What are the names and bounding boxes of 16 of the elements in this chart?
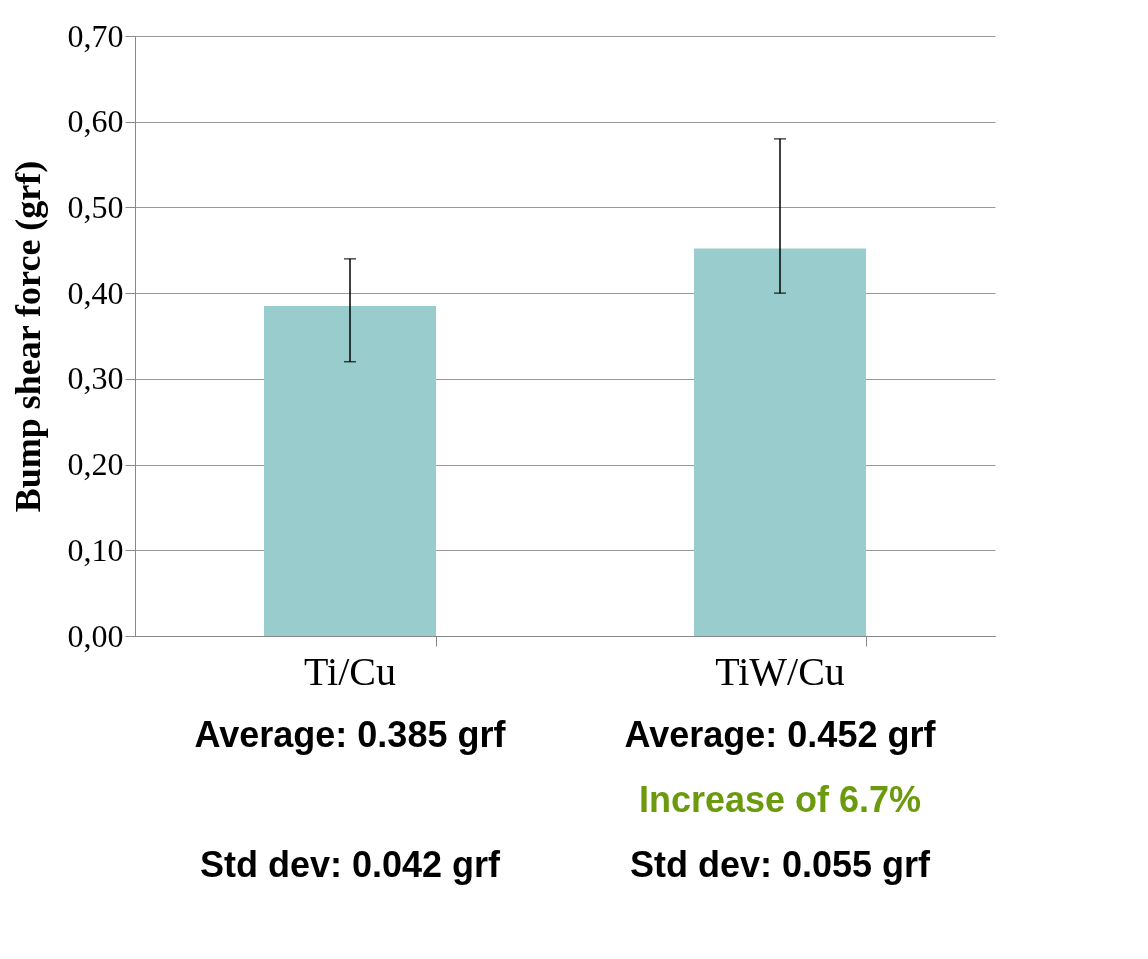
text: Std dev: 0.055 grf — [629, 844, 932, 885]
text: Average: 0.452 grf — [624, 714, 937, 755]
y-tick-label: 0,00 — [67, 617, 124, 654]
y-tick-label: 0,30 — [67, 360, 124, 397]
y-tick-label: 0,70 — [67, 17, 124, 54]
x-tick-label: Ti/Cu — [304, 648, 396, 694]
text: Increase of 6.7% — [638, 779, 922, 820]
y-tick-label: 0,50 — [67, 188, 124, 225]
y-tick-label: 0,20 — [67, 446, 124, 483]
text: Std dev: 0.042 grf — [199, 844, 502, 885]
y-tick-label: 0,60 — [67, 103, 124, 140]
text: Average: 0.385 grf — [194, 714, 507, 755]
x-tick-label: TiW/Cu — [715, 648, 845, 694]
y-axis-title: Bump shear force (grf) — [7, 160, 48, 513]
y-tick-label: 0,40 — [67, 274, 124, 311]
y-tick-label: 0,10 — [67, 531, 124, 568]
